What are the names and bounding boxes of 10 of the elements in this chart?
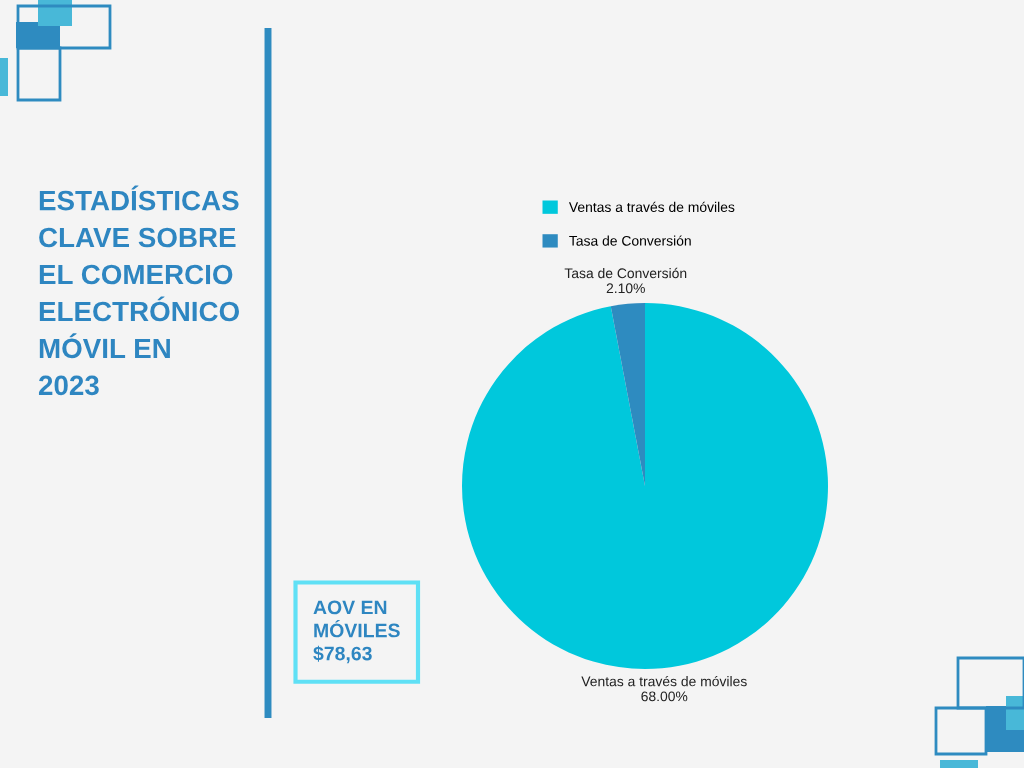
data-label: 2.10% <box>606 283 645 294</box>
legend-label: Ventas a través de móviles <box>568 201 735 213</box>
text: AOV EN MÓVILES $78,63 <box>313 600 400 664</box>
data-label: 68.00% <box>641 691 688 702</box>
slice-label: Tasa de Conversión <box>564 267 687 279</box>
pie-slice <box>462 303 828 669</box>
slice-label: Ventas a través de móviles <box>581 675 747 687</box>
pie-slice <box>610 303 645 486</box>
text: ESTADÍSTICAS CLAVE SOBRE EL COMERCIO ELECTRÓNICO MÓVIL EN 2023 <box>38 185 239 396</box>
legend-label: Tasa de Conversión <box>569 235 691 246</box>
